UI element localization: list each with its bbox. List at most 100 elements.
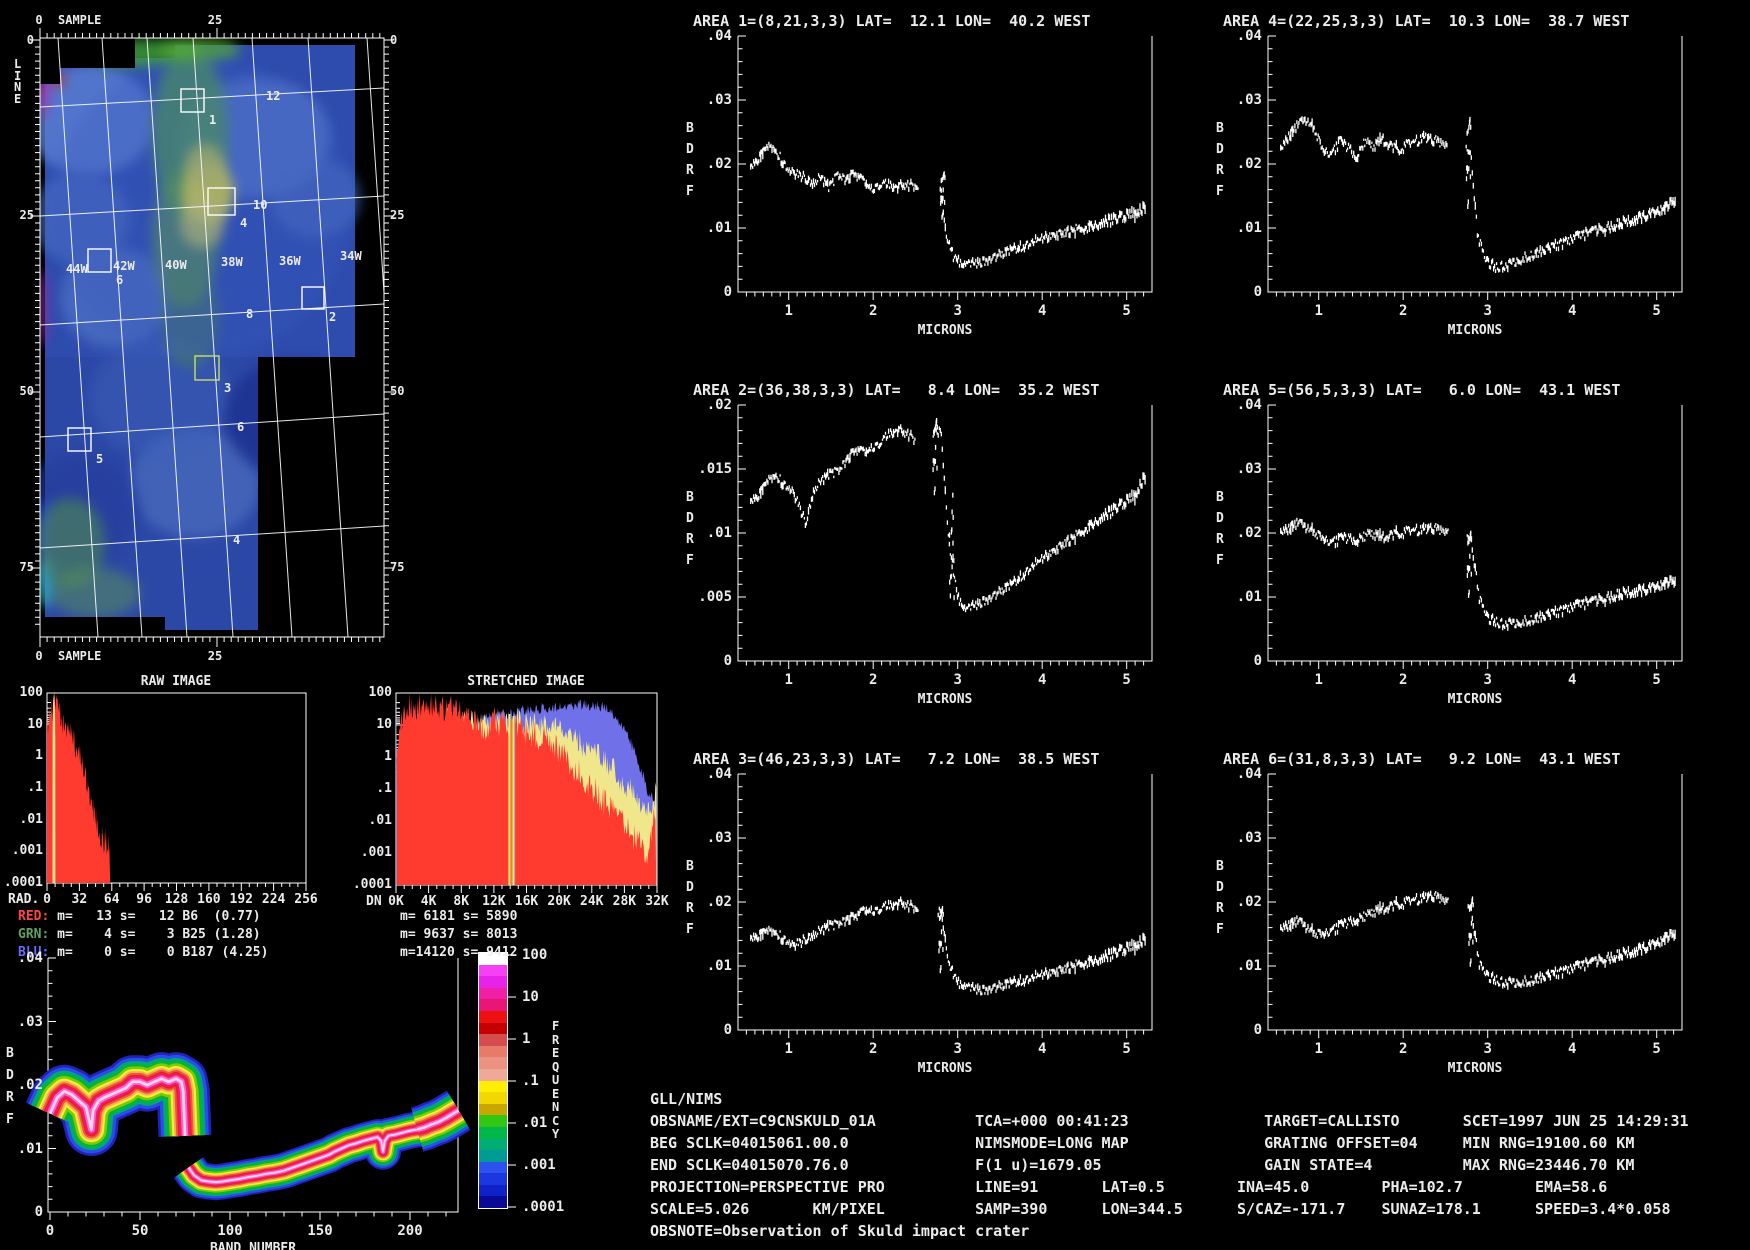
y-tick-label: .04 bbox=[1236, 766, 1262, 782]
y-tick-label: .04 bbox=[1236, 397, 1262, 413]
bdrf-axis-label: B bbox=[6, 1046, 14, 1061]
x-tick-label: 192 bbox=[229, 892, 253, 907]
x-tick-label: 0 bbox=[43, 892, 51, 907]
map-color-blob bbox=[50, 58, 350, 358]
map-color-blob bbox=[40, 268, 48, 348]
meta-end-sclk: END SCLK=04015070.76.0 F(1 u)=1679.05 GA… bbox=[650, 1156, 1635, 1174]
y-tick-label: .0001 bbox=[352, 877, 392, 892]
band-number-axis-label: BAND NUMBER bbox=[209, 1241, 297, 1250]
x-tick-label: 32 bbox=[71, 892, 88, 907]
x-tick-label: 64 bbox=[103, 892, 120, 907]
line-tick-label: 75 bbox=[19, 560, 34, 574]
y-tick-label: 1 bbox=[384, 749, 392, 764]
microns-axis-label: MICRONS bbox=[917, 323, 973, 338]
x-tick-label: 4 bbox=[1037, 672, 1047, 688]
latitude-label: 4 bbox=[233, 533, 241, 547]
y-tick-label: 100 bbox=[368, 685, 392, 700]
map-color-blob bbox=[60, 248, 170, 348]
x-tick-label: 0 bbox=[45, 1223, 55, 1239]
y-tick-label: 100 bbox=[19, 685, 43, 700]
line-axis-label: I bbox=[14, 68, 22, 83]
y-tick-label: .04 bbox=[706, 28, 732, 44]
colorbar-band bbox=[479, 976, 507, 988]
y-tick-label: .02 bbox=[706, 156, 732, 172]
x-tick-label: 4 bbox=[1567, 1041, 1577, 1057]
frequency-axis-label: Y bbox=[552, 1127, 560, 1141]
area5-chart-title: AREA 5=(56,5,3,3) LAT= 6.0 LON= 43.1 WES… bbox=[1223, 381, 1621, 399]
x-tick-label: 1 bbox=[784, 672, 793, 688]
x-tick-label: 2 bbox=[868, 672, 878, 688]
x-tick-label: 224 bbox=[261, 892, 286, 907]
x-tick-label: 16K bbox=[514, 894, 539, 909]
bdrf-axis-label: D bbox=[686, 880, 694, 895]
map-color-blob bbox=[160, 38, 240, 62]
area1-chart-title: AREA 1=(8,21,3,3) LAT= 12.1 LON= 40.2 WE… bbox=[693, 12, 1091, 30]
colorbar-band bbox=[479, 1115, 507, 1127]
colorbar-band bbox=[479, 953, 507, 965]
x-tick-label: 3 bbox=[953, 672, 962, 688]
frequency-axis-label: C bbox=[552, 1113, 560, 1128]
y-tick-label: .01 bbox=[368, 813, 392, 828]
y-tick-label: 0 bbox=[723, 1022, 732, 1038]
frequency-axis-label: E bbox=[552, 1086, 560, 1101]
bdrf-axis-label: R bbox=[1216, 901, 1224, 916]
colorbar-tick-label: .01 bbox=[522, 1115, 548, 1131]
meta-scale: SCALE=5.026 KM/PIXEL SAMP=390 LON=344.5 … bbox=[650, 1200, 1671, 1218]
x-tick-label: 96 bbox=[136, 892, 152, 907]
y-tick-label: 0 bbox=[34, 1204, 43, 1220]
frequency-axis-label: N bbox=[552, 1100, 560, 1114]
y-tick-label: .1 bbox=[376, 781, 392, 796]
area4-chart-title: AREA 4=(22,25,3,3) LAT= 10.3 LON= 38.7 W… bbox=[1223, 12, 1630, 30]
microns-axis-label: MICRONS bbox=[917, 1061, 973, 1076]
meta-beg-sclk: BEG SCLK=04015061.00.0 NIMSMODE=LONG MAP… bbox=[650, 1134, 1635, 1152]
x-tick-label: 2 bbox=[868, 303, 878, 319]
bdrf-axis-label: R bbox=[1216, 163, 1224, 178]
colorbar-band bbox=[479, 1173, 507, 1185]
y-tick-label: .03 bbox=[1236, 92, 1262, 108]
y-tick-label: .02 bbox=[17, 1077, 43, 1093]
y-tick-label: .03 bbox=[1236, 461, 1262, 477]
area2-chart-title: AREA 2=(36,38,3,3) LAT= 8.4 LON= 35.2 WE… bbox=[693, 381, 1100, 399]
colorbar-band bbox=[479, 1057, 507, 1069]
bdrf-axis-label: R bbox=[686, 532, 694, 547]
stat-grn-text: m= 4 s= 3 B25 (1.28) bbox=[49, 927, 261, 942]
area6-chart-title: AREA 6=(31,8,3,3) LAT= 9.2 LON= 43.1 WES… bbox=[1223, 750, 1621, 768]
x-tick-label: 4 bbox=[1037, 303, 1047, 319]
colorbar-band bbox=[479, 1103, 507, 1116]
area-marker-label: 6 bbox=[116, 273, 124, 287]
bdrf-axis-label: R bbox=[686, 901, 694, 916]
x-tick-label: 4 bbox=[1567, 672, 1577, 688]
line-tick-label: 50 bbox=[390, 384, 405, 398]
x-tick-label: 200 bbox=[397, 1223, 423, 1239]
frequency-colorbar bbox=[478, 952, 508, 1209]
colorbar-band bbox=[479, 1161, 507, 1174]
x-tick-label: 5 bbox=[1652, 1041, 1661, 1057]
stat-grn-label: GRN: bbox=[18, 927, 50, 942]
x-tick-label: 5 bbox=[1122, 303, 1131, 319]
bdrf-axis-label: D bbox=[686, 142, 694, 157]
colorbar-band bbox=[479, 999, 507, 1011]
microns-axis-label: MICRONS bbox=[1447, 323, 1503, 338]
bdrf-axis-label: F bbox=[1216, 184, 1224, 199]
y-tick-label: .02 bbox=[1236, 156, 1262, 172]
y-tick-label: .02 bbox=[706, 397, 732, 413]
bdrf-axis-label: B bbox=[686, 490, 694, 505]
bdrf-axis-label: D bbox=[1216, 142, 1224, 157]
longitude-label: 36W bbox=[279, 254, 301, 268]
map-color-blob bbox=[160, 268, 220, 368]
meta-obsname: OBSNAME/EXT=C9CNSKULD_01A TCA=+000 00:41… bbox=[650, 1112, 1689, 1130]
x-tick-label: 4 bbox=[1567, 303, 1577, 319]
bdrf-axis-label: B bbox=[686, 121, 694, 136]
y-tick-label: .04 bbox=[706, 766, 732, 782]
x-tick-label: 256 bbox=[294, 892, 318, 907]
y-tick-label: .03 bbox=[17, 1013, 43, 1030]
raw-stat-blu: BLU: m= 0 s= 0 B187 (4.25) bbox=[18, 946, 268, 959]
colorbar-band bbox=[479, 1010, 507, 1023]
longitude-label: 38W bbox=[221, 255, 243, 269]
sample-tick-label: 0 bbox=[35, 13, 43, 27]
y-tick-label: .1 bbox=[27, 780, 43, 795]
y-tick-label: .01 bbox=[1236, 220, 1262, 236]
x-tick-label: 3 bbox=[953, 1041, 962, 1057]
x-tick-label: 8K bbox=[453, 894, 470, 909]
stat-blu-text: m= 0 s= 0 B187 (4.25) bbox=[49, 945, 269, 960]
